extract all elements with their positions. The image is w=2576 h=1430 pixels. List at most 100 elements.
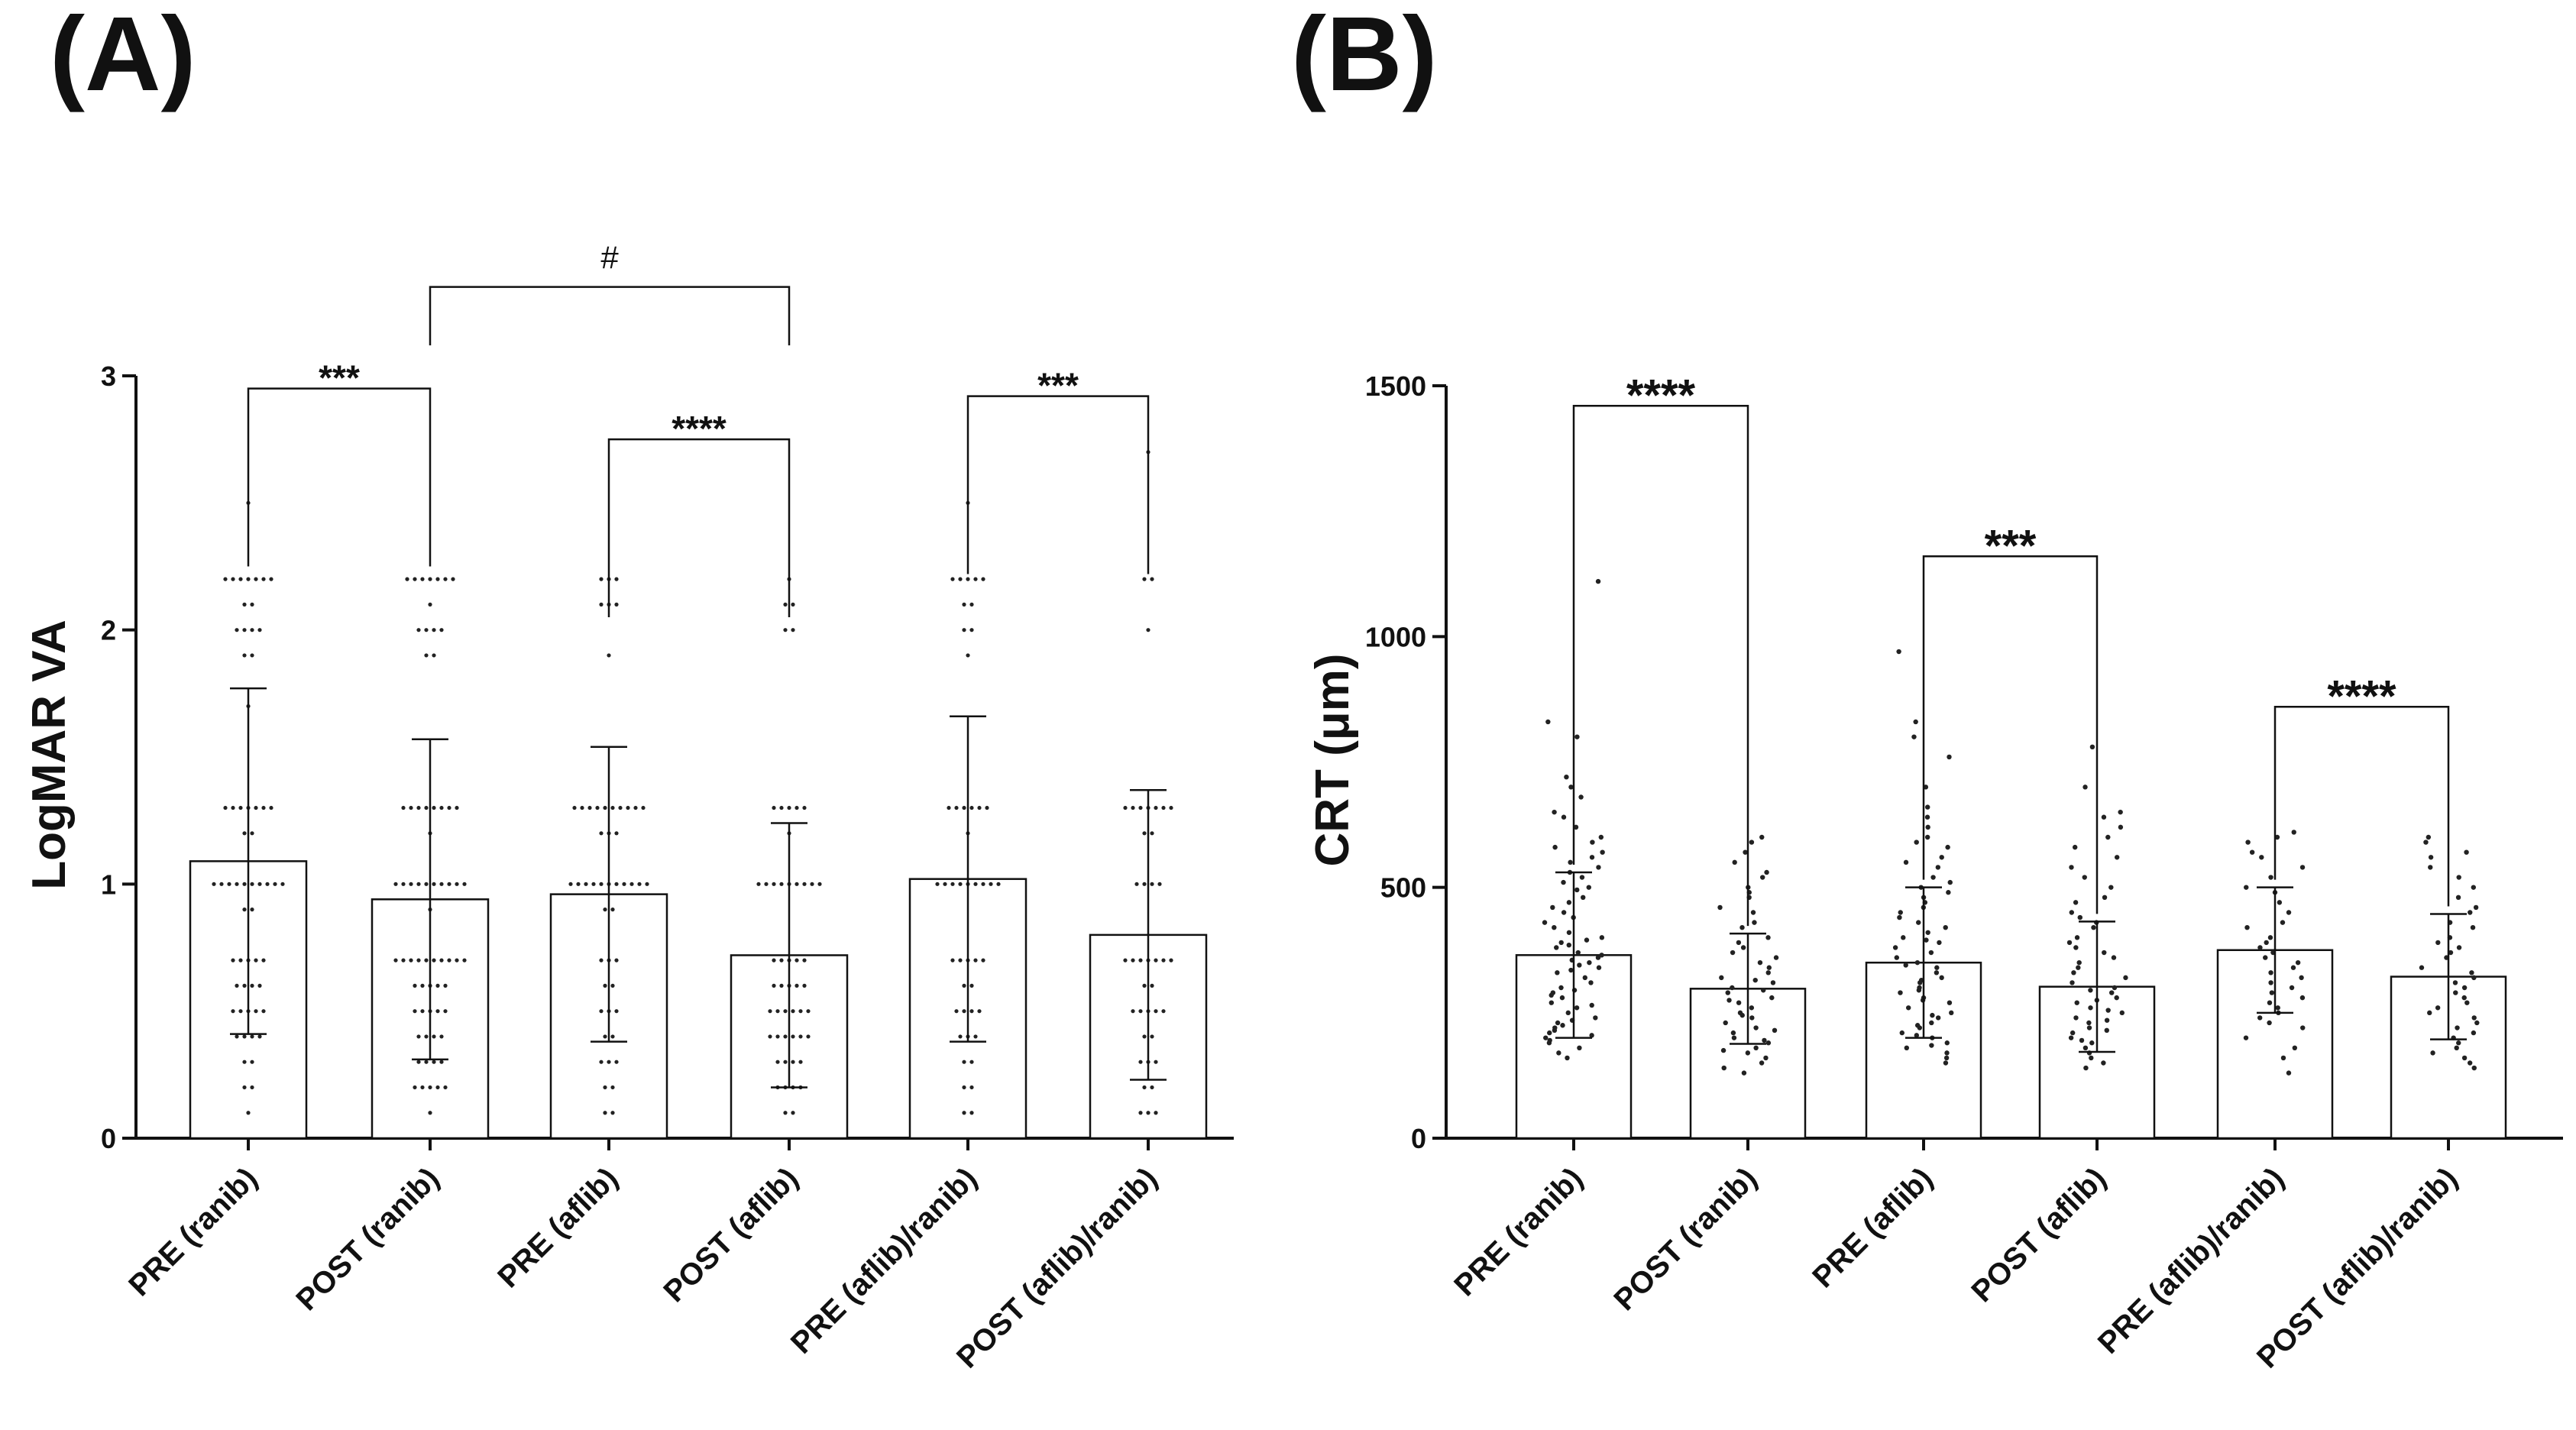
data-point bbox=[416, 805, 421, 810]
data-point bbox=[2101, 814, 2107, 820]
data-point bbox=[2299, 865, 2306, 870]
data-point bbox=[2291, 830, 2296, 835]
data-point bbox=[269, 577, 273, 581]
data-point bbox=[2243, 1035, 2249, 1040]
data-point bbox=[599, 602, 604, 607]
data-point bbox=[250, 1085, 254, 1090]
data-point bbox=[950, 958, 955, 962]
data-point bbox=[2118, 824, 2124, 830]
significance-label: *** bbox=[1037, 366, 1079, 406]
data-point bbox=[2069, 865, 2074, 870]
data-point bbox=[1593, 1015, 1598, 1021]
data-point bbox=[1720, 1047, 1727, 1053]
data-point bbox=[1574, 734, 1580, 739]
x-tick-label: POST (aflib)/ranib) bbox=[950, 1161, 1163, 1374]
data-point bbox=[401, 882, 406, 886]
x-tick-label: PRE (ranib) bbox=[1448, 1161, 1589, 1302]
data-point bbox=[599, 1009, 604, 1014]
data-point bbox=[1930, 1012, 1935, 1018]
data-point bbox=[455, 805, 459, 810]
data-point bbox=[227, 882, 231, 886]
data-point bbox=[1587, 959, 1592, 966]
data-point bbox=[954, 805, 959, 810]
data-point bbox=[439, 1034, 444, 1039]
y-tick-label: 2 bbox=[101, 615, 116, 646]
data-point bbox=[977, 1009, 982, 1014]
data-point bbox=[2430, 1050, 2435, 1056]
data-point bbox=[1131, 1009, 1135, 1014]
data-point bbox=[1945, 844, 1950, 850]
data-point bbox=[629, 882, 634, 886]
data-point bbox=[962, 628, 966, 632]
data-point bbox=[1123, 805, 1128, 810]
data-point bbox=[1762, 1037, 1767, 1043]
data-point bbox=[235, 983, 239, 988]
data-point bbox=[783, 628, 788, 632]
data-point bbox=[1946, 890, 1951, 895]
y-tick-label: 0 bbox=[101, 1123, 116, 1154]
data-point bbox=[443, 1009, 448, 1014]
data-point bbox=[1730, 1030, 1736, 1036]
data-point bbox=[432, 1034, 436, 1039]
data-point bbox=[1600, 849, 1605, 855]
data-point bbox=[1765, 1040, 1772, 1046]
data-point bbox=[231, 1009, 235, 1014]
significance-label: **** bbox=[2327, 671, 2396, 721]
data-point bbox=[231, 805, 235, 810]
data-point bbox=[2074, 935, 2080, 940]
data-point bbox=[447, 805, 451, 810]
data-point bbox=[794, 805, 799, 810]
data-point bbox=[1925, 804, 1930, 810]
data-point bbox=[1773, 955, 1779, 960]
data-point bbox=[1732, 859, 1737, 865]
data-point bbox=[2249, 849, 2255, 855]
data-point bbox=[432, 1060, 436, 1064]
data-point bbox=[424, 1034, 429, 1039]
data-point bbox=[779, 882, 784, 886]
data-point bbox=[1725, 990, 1730, 995]
data-point bbox=[1939, 975, 1944, 981]
data-point bbox=[802, 805, 807, 810]
data-point bbox=[1154, 805, 1158, 810]
data-point bbox=[587, 805, 592, 810]
data-point bbox=[1947, 879, 1953, 885]
data-point bbox=[1741, 1070, 1747, 1076]
data-point bbox=[1590, 840, 1595, 845]
data-point bbox=[973, 882, 978, 886]
data-point bbox=[1577, 1045, 1582, 1051]
data-point bbox=[969, 1009, 974, 1014]
data-point bbox=[254, 577, 258, 581]
data-point bbox=[212, 882, 216, 886]
data-point bbox=[1134, 882, 1139, 886]
data-point bbox=[1736, 1000, 1742, 1005]
data-point bbox=[231, 577, 235, 581]
data-point bbox=[614, 882, 619, 886]
data-point bbox=[2464, 1000, 2470, 1005]
data-point bbox=[443, 577, 448, 581]
data-point bbox=[261, 805, 266, 810]
data-point bbox=[2104, 1017, 2110, 1023]
data-point bbox=[2464, 849, 2469, 855]
data-point bbox=[1943, 925, 1948, 930]
data-point bbox=[2268, 970, 2273, 975]
data-point bbox=[2474, 1020, 2480, 1026]
data-point bbox=[806, 1009, 811, 1014]
x-tick-label: POST (aflib)/ranib) bbox=[2251, 1161, 2464, 1374]
data-point bbox=[1558, 985, 1564, 991]
data-point bbox=[641, 805, 646, 810]
data-point bbox=[958, 1034, 963, 1039]
data-point bbox=[2469, 970, 2474, 975]
data-point bbox=[2108, 885, 2114, 890]
data-point bbox=[1138, 958, 1143, 962]
data-point bbox=[783, 602, 788, 607]
data-point bbox=[2428, 865, 2433, 870]
data-point bbox=[428, 577, 432, 581]
data-point bbox=[1745, 1050, 1751, 1056]
data-point bbox=[1929, 1043, 1934, 1048]
data-point bbox=[1552, 1027, 1558, 1034]
data-point bbox=[235, 1034, 239, 1039]
data-point bbox=[1150, 1085, 1154, 1090]
data-point bbox=[1565, 1055, 1570, 1061]
data-point bbox=[401, 958, 406, 962]
data-point bbox=[2453, 990, 2458, 995]
